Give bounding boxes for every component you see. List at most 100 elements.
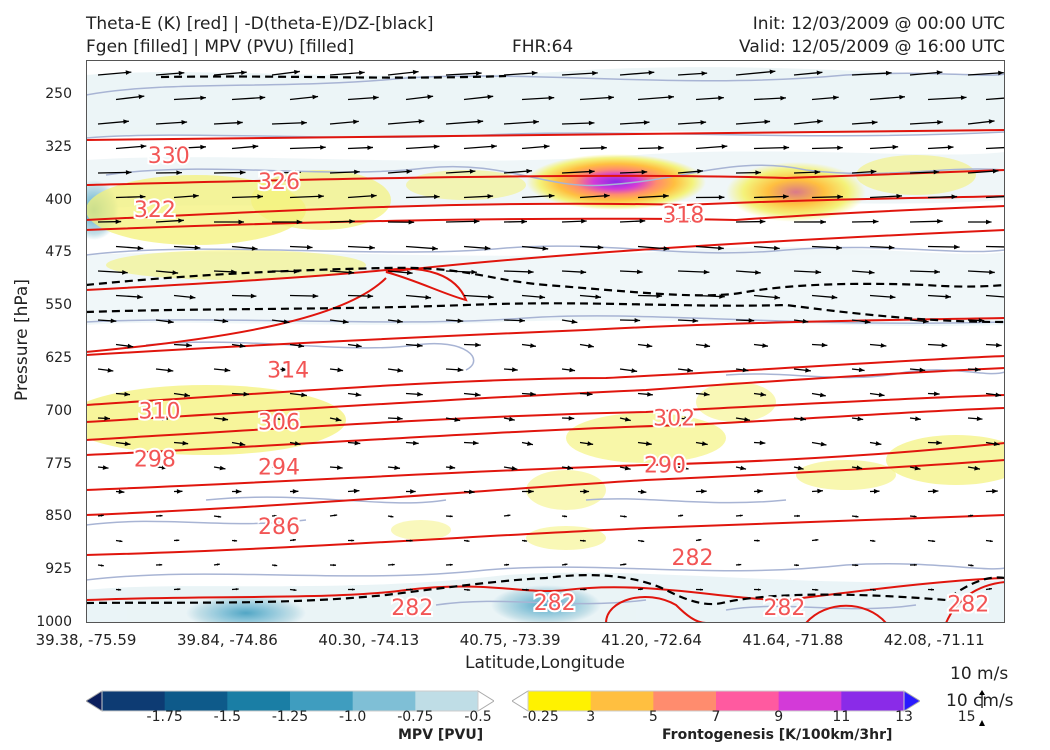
colorbar-swatch <box>528 691 592 711</box>
wind-vector <box>735 70 776 76</box>
wind-vector-head <box>872 219 879 224</box>
wind-vector-head <box>474 392 481 397</box>
wind-vector-head <box>472 440 479 446</box>
colorbar-frame <box>527 690 905 712</box>
wind-vector-head <box>127 343 134 349</box>
wind-vector-head <box>748 318 755 323</box>
wind-vector-head <box>466 539 470 543</box>
vector-key-arrows <box>979 690 985 726</box>
wind-vector <box>445 220 480 223</box>
wind-vector-head <box>296 219 303 225</box>
wind-vector-head <box>586 391 593 397</box>
wind-vector-head <box>755 270 761 275</box>
wind-vector-head <box>634 318 641 323</box>
wind-vector-head <box>487 94 494 100</box>
wind-vector-head <box>646 343 653 348</box>
theta-e-contour-line <box>86 442 1005 491</box>
wind-vector-head <box>301 392 307 398</box>
wind-vector-head <box>281 417 288 422</box>
wind-vector-head <box>222 318 229 324</box>
wind-vector <box>231 96 266 101</box>
wind-vector-head <box>796 563 799 567</box>
wind-vector-head <box>951 194 958 200</box>
wind-vector-head <box>230 269 237 275</box>
colorbar-tick-label: 13 <box>895 709 913 725</box>
vertical-vector-key: 10 cm/s <box>946 691 1014 711</box>
wind-vector-head <box>119 539 123 543</box>
wind-vector-head <box>567 465 574 471</box>
wind-vector-head <box>294 69 300 75</box>
theta-e-contour-line <box>86 367 1005 423</box>
wind-vector-head <box>138 94 145 100</box>
colorbar-tick-label: -0.75 <box>397 709 434 725</box>
wind-vector-head <box>200 144 206 150</box>
wind-vector-head <box>449 515 453 518</box>
wind-vector-head <box>237 120 243 126</box>
wind-vector-head <box>125 170 132 175</box>
theta-e-contour-line <box>86 355 1005 406</box>
wind-vector-head <box>697 168 703 174</box>
wind-vector-head <box>177 588 181 591</box>
y-tick-label: 850 <box>45 508 72 525</box>
wind-vector-head <box>417 391 423 397</box>
wind-vector-head <box>394 465 401 471</box>
wind-vector-head <box>524 539 528 542</box>
wind-vector-head <box>700 588 704 591</box>
wind-vector-head <box>802 318 809 324</box>
wind-vector-head <box>864 319 871 324</box>
wind-vector-head <box>885 70 892 76</box>
wind-vector-head <box>595 294 602 300</box>
theta-e-label: 322 <box>134 198 176 223</box>
colorbar-swatch <box>590 691 654 711</box>
wind-vector-head <box>647 392 653 397</box>
wind-vector-head <box>993 441 1000 447</box>
wind-vector-head <box>259 95 266 101</box>
wind-vector-head <box>878 392 885 398</box>
theta-e-label: 282 <box>391 596 433 621</box>
wind-vector-head <box>241 70 247 75</box>
wind-vector-head <box>913 515 917 518</box>
wind-vector-head <box>703 391 710 397</box>
wind-vector-head <box>349 219 355 224</box>
wind-vector-head <box>588 120 595 126</box>
wind-vector-head <box>719 294 725 299</box>
wind-vector-head <box>471 269 477 275</box>
wind-vector-head <box>336 465 343 470</box>
cross-section-plot: 330 326 322 318 314 310 306 302 298 294 290 286 282 2… <box>86 60 1005 623</box>
theta-e-contour-line <box>86 407 1005 456</box>
theta-e-contour-line <box>605 596 707 623</box>
wind-vector-head <box>995 392 1002 398</box>
colorbar-tick-label: -1.0 <box>338 709 367 725</box>
wind-vector-head <box>974 367 981 372</box>
wind-vector-head <box>367 293 374 299</box>
wind-vector-head <box>656 293 663 299</box>
wind-vector-head <box>531 70 538 76</box>
wind-vector-head <box>425 294 432 300</box>
wind-vector-head <box>161 465 168 470</box>
wind-vector-head <box>663 193 669 199</box>
wind-vector-head <box>568 415 575 421</box>
y-tick-label: 925 <box>45 561 72 578</box>
wind-vector-head <box>234 539 238 542</box>
wind-vector-head <box>110 318 117 324</box>
wind-vector <box>503 120 539 125</box>
wind-vector-head <box>937 120 943 125</box>
theta-e-label: 318 <box>662 204 704 229</box>
wind-vector-head <box>418 119 425 124</box>
wind-vector <box>405 145 440 150</box>
wind-vector-head <box>342 319 349 324</box>
wind-vector-head <box>587 441 594 446</box>
colorbar-swatch <box>290 691 354 711</box>
wind-vector-head <box>412 69 419 75</box>
wind-vector-head <box>353 488 360 494</box>
wind-vector <box>405 195 440 199</box>
wind-vector-head <box>274 564 278 567</box>
wind-vector-head <box>219 465 226 471</box>
theta-e-label: 294 <box>258 456 300 481</box>
wind-vector-head <box>475 342 481 348</box>
wind-vector-head <box>870 169 877 175</box>
wind-vector-head <box>257 194 264 199</box>
colorbar-tick-label: -0.5 <box>464 709 492 725</box>
wind-vector-head <box>409 588 413 591</box>
wind-vector-head <box>739 514 743 517</box>
